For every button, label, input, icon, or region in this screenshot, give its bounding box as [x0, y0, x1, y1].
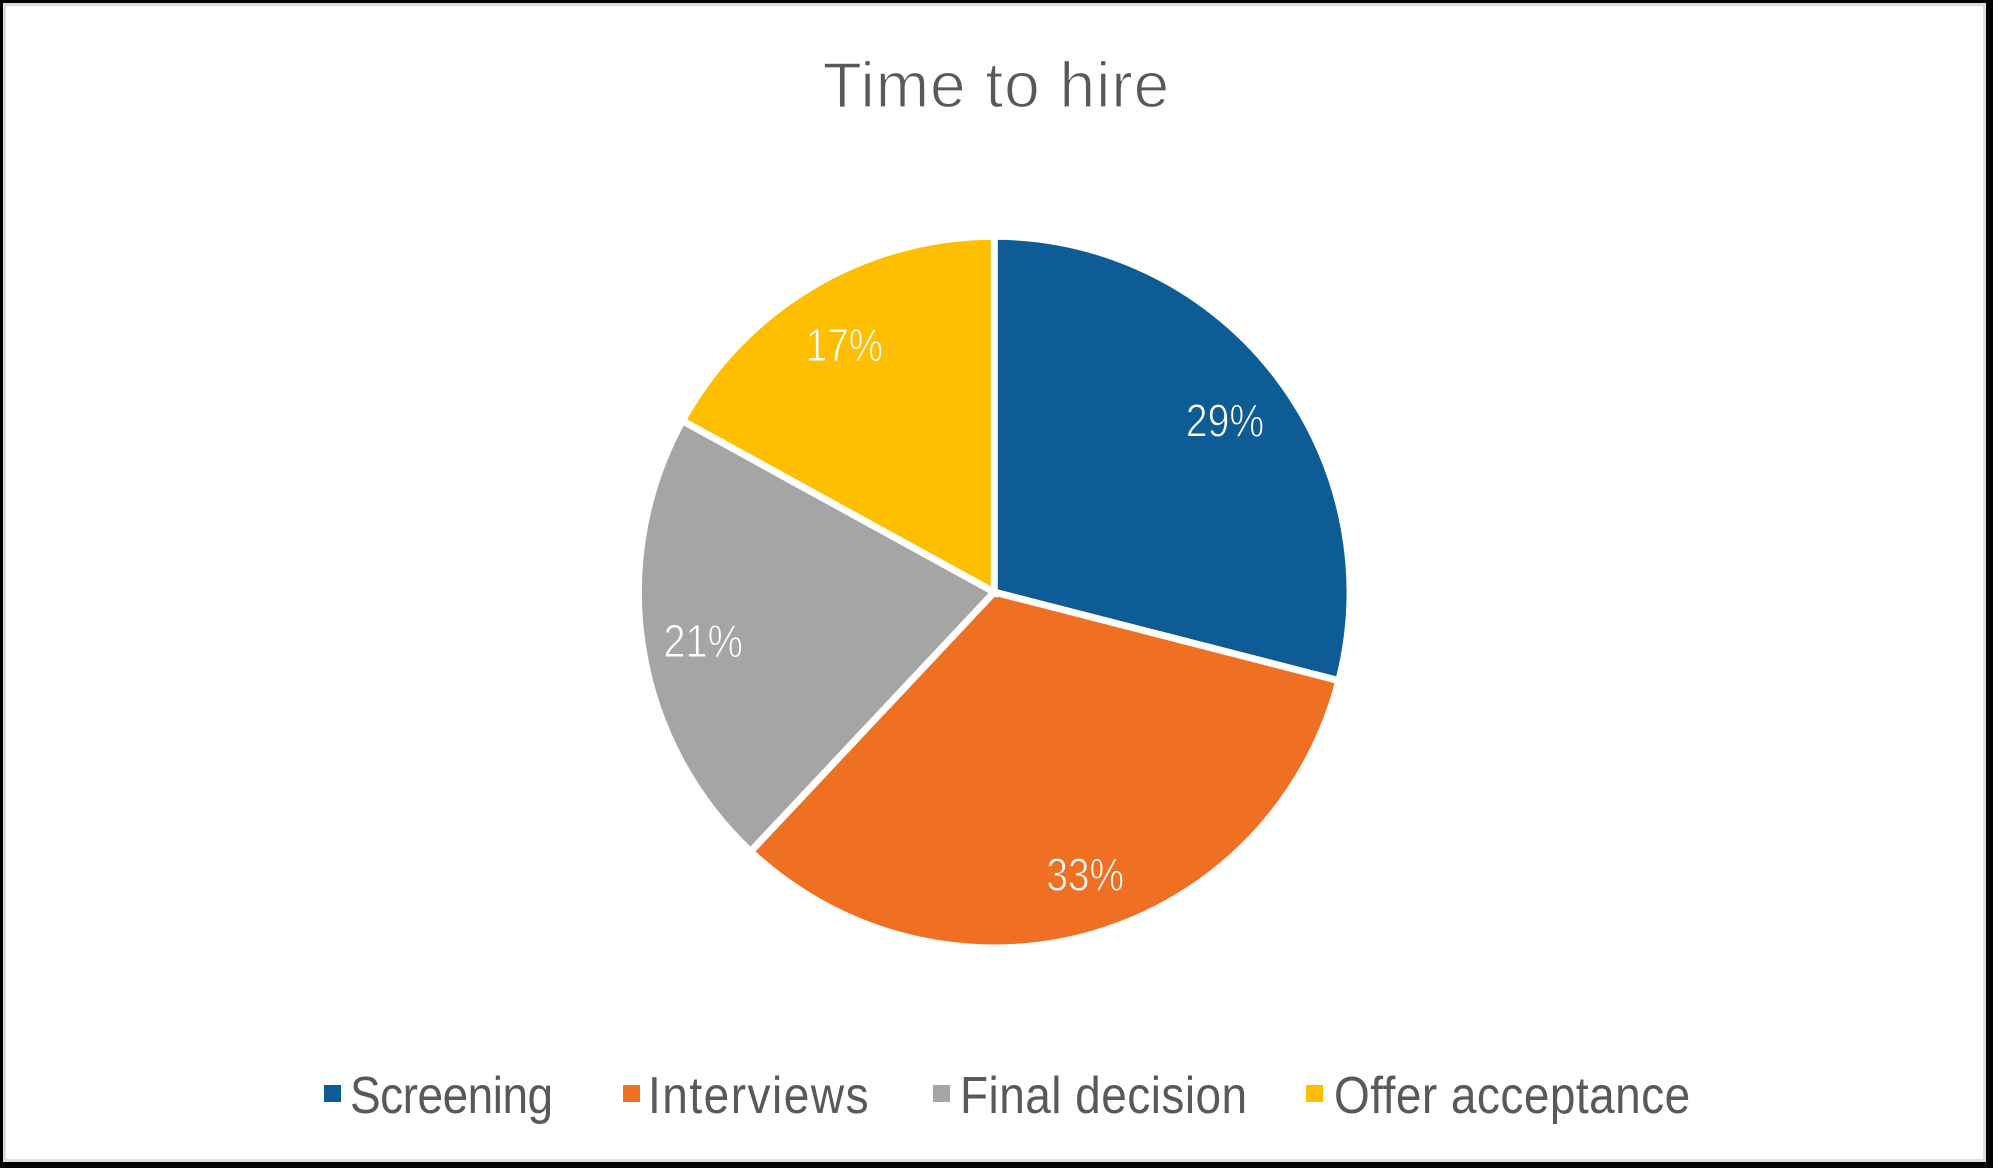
svg-text:17%: 17%	[806, 320, 883, 372]
svg-text:21%: 21%	[663, 616, 743, 667]
svg-text:33%: 33%	[1046, 849, 1124, 901]
svg-text:29%: 29%	[1186, 395, 1264, 447]
